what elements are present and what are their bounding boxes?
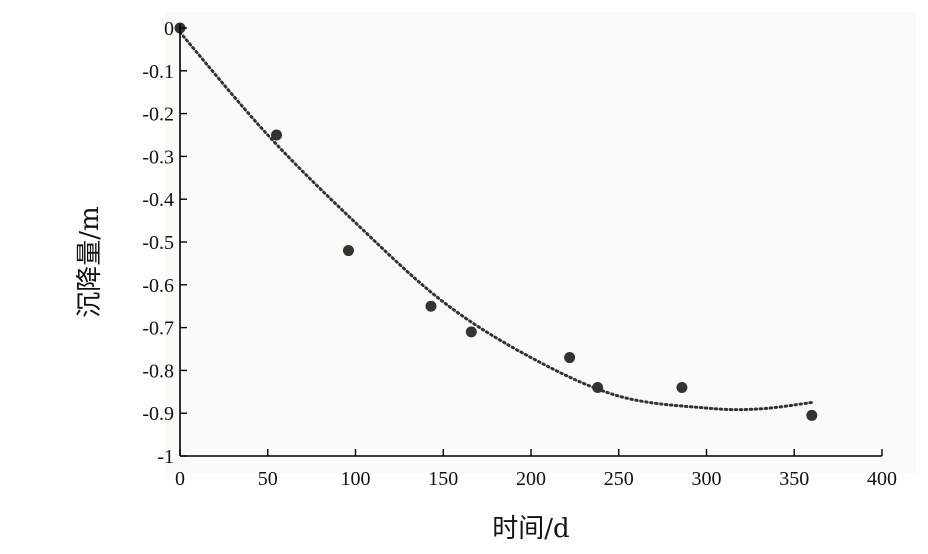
plot-background — [165, 12, 916, 474]
data-point — [676, 382, 688, 394]
y-tick-label: 0 — [164, 18, 174, 40]
data-point — [425, 300, 437, 312]
fit-line-layer — [178, 30, 814, 412]
x-axis-title: 时间/d — [492, 514, 569, 544]
x-tick-label: 50 — [258, 468, 278, 490]
y-tick-label: -0.6 — [142, 275, 174, 297]
y-tick-label: -0.2 — [142, 104, 174, 126]
y-tick-label: -0.9 — [142, 403, 174, 425]
data-point — [271, 129, 283, 141]
data-point — [806, 409, 818, 421]
data-point — [592, 382, 604, 394]
x-tick-label: 100 — [341, 468, 371, 490]
x-tick-label: 350 — [779, 468, 809, 490]
x-tick-label: 400 — [867, 468, 897, 490]
y-axis-title: 沉降量/m — [75, 206, 105, 317]
x-tick-label: 0 — [175, 468, 185, 490]
y-tick-label: -0.3 — [142, 146, 174, 168]
scatter-points-layer — [174, 22, 818, 421]
data-point — [342, 245, 354, 257]
y-tick-label: -0.7 — [142, 318, 174, 340]
y-tick-label: -1 — [157, 446, 174, 468]
data-point — [564, 352, 576, 364]
y-tick-label: -0.8 — [142, 360, 174, 382]
y-ticks-layer: 0 -0.1 -0.2 -0.3 -0.4 -0.5 -0.6 -0.7 -0.8 -0.9 -1 — [142, 18, 187, 468]
y-tick-label: -0.4 — [142, 189, 174, 211]
y-tick-label: -0.1 — [142, 61, 174, 83]
x-tick-label: 300 — [692, 468, 722, 490]
x-tick-label: 250 — [604, 468, 634, 490]
x-ticks-layer: 0 50 100 150 200 250 300 350 400 — [175, 449, 897, 490]
data-point — [465, 326, 477, 338]
x-tick-label: 150 — [428, 468, 458, 490]
y-tick-label: -0.5 — [142, 232, 174, 254]
x-tick-label: 200 — [516, 468, 546, 490]
fit-curve — [178, 30, 814, 412]
